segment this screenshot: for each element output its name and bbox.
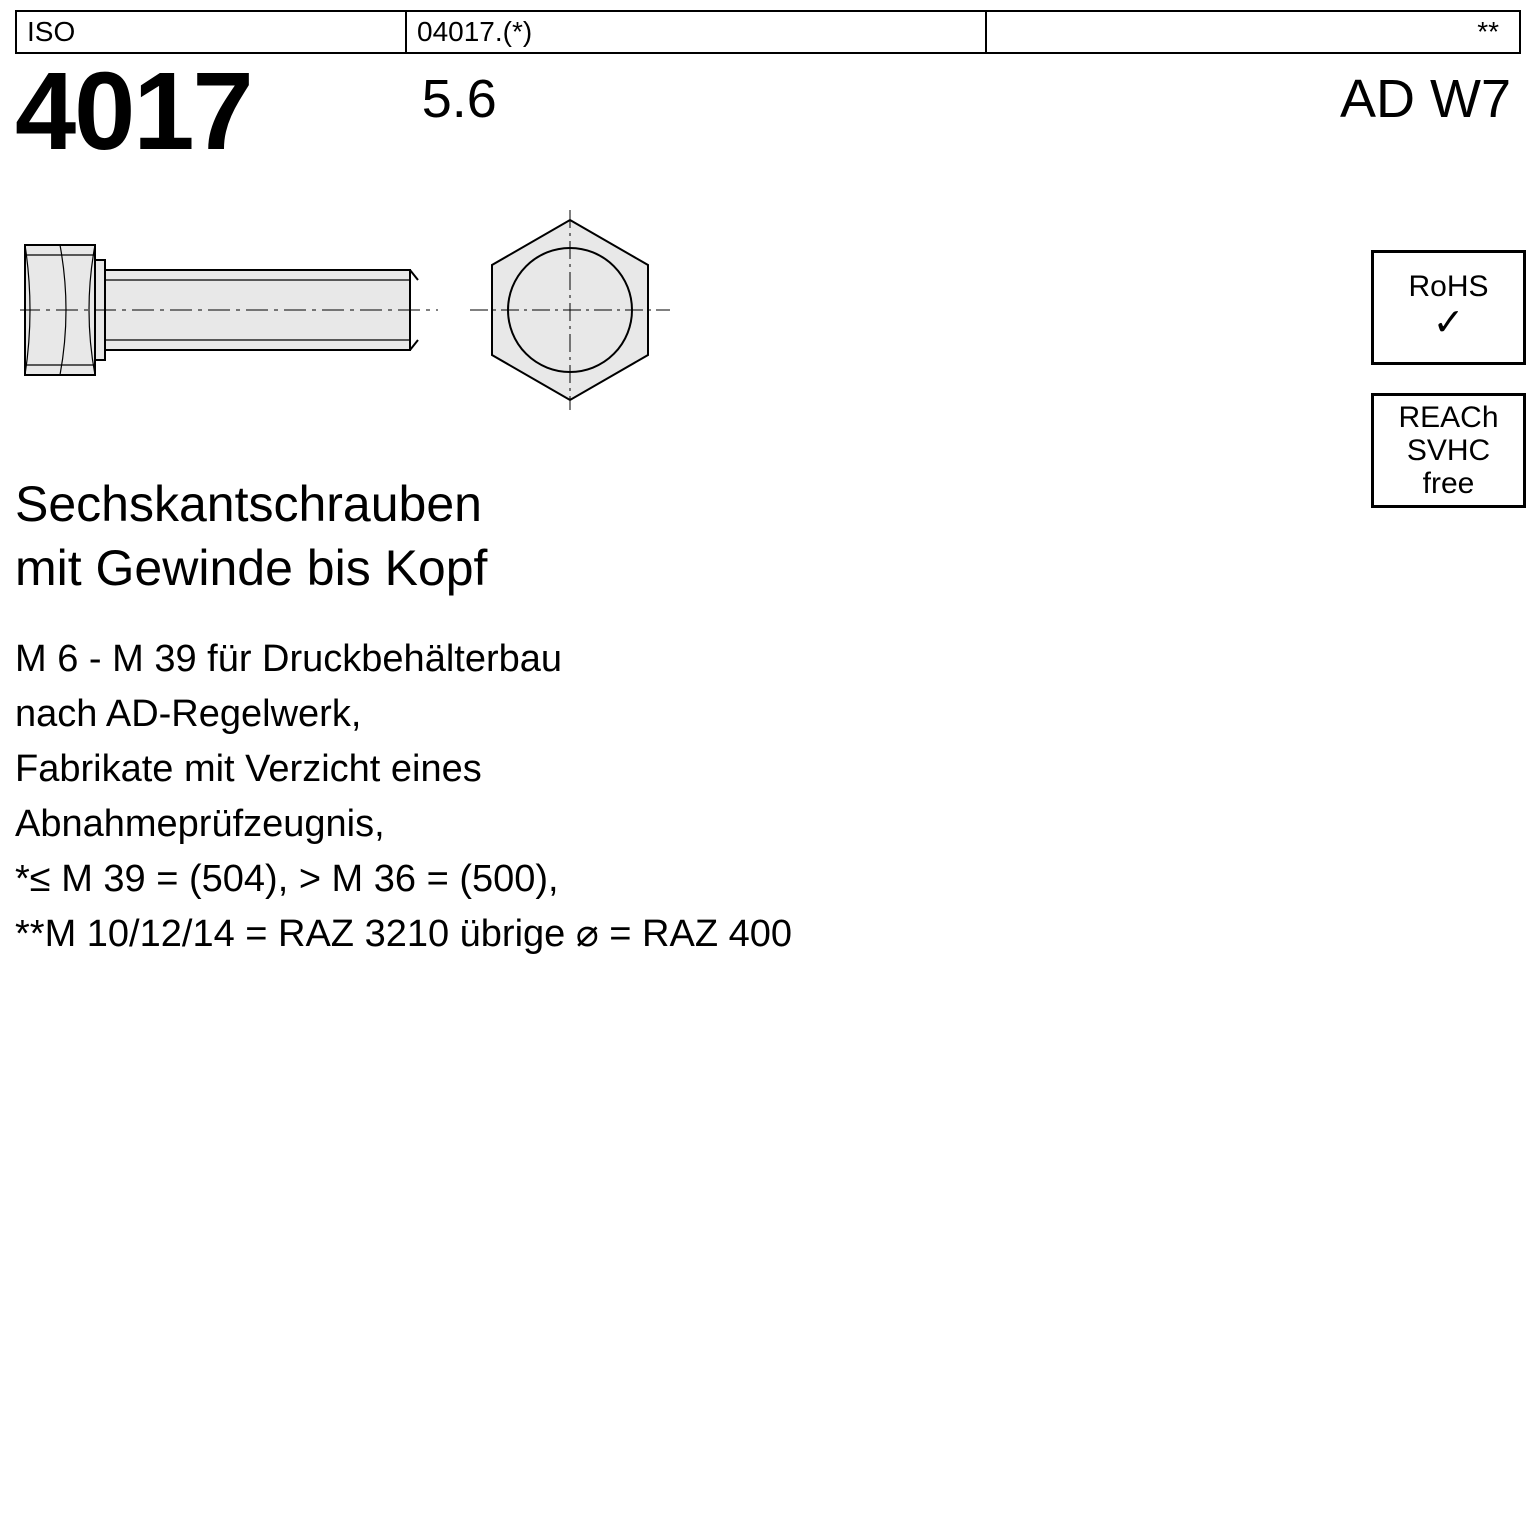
bolt-side-view: [20, 225, 440, 395]
desc-line: M 6 - M 39 für Druckbehälterbau: [15, 632, 915, 687]
header-iso: ISO: [17, 12, 407, 52]
standard-number: 4017: [15, 60, 252, 165]
grade: 5.6: [422, 68, 497, 130]
title-row: 4017 5.6 AD W7: [15, 60, 1521, 165]
header-partnum: 04017.(*): [407, 12, 987, 52]
designation: AD W7: [1340, 68, 1521, 130]
product-title-1: Sechskantschrauben: [15, 475, 1521, 533]
reach-line3: free: [1423, 467, 1475, 500]
diagram-area: [15, 205, 1521, 415]
reach-badge: REACh SVHC free: [1371, 393, 1526, 508]
rohs-badge: RoHS ✓: [1371, 250, 1526, 365]
rohs-label: RoHS: [1408, 270, 1488, 303]
desc-line: **M 10/12/14 = RAZ 3210 übrige ⌀ = RAZ 4…: [15, 907, 915, 962]
desc-line: Fabrikate mit Verzicht eines: [15, 742, 915, 797]
compliance-badges: RoHS ✓ REACh SVHC free: [1371, 250, 1526, 508]
bolt-hex-view: [470, 210, 670, 410]
header-stars: **: [987, 12, 1519, 52]
check-icon: ✓: [1433, 303, 1465, 345]
description-block: M 6 - M 39 für Druckbehälterbau nach AD-…: [15, 632, 915, 963]
reach-line2: SVHC: [1407, 434, 1490, 467]
desc-line: *≤ M 39 = (504), > M 36 = (500),: [15, 852, 915, 907]
desc-line: Abnahmeprüfzeugnis,: [15, 797, 915, 852]
desc-line: nach AD-Regelwerk,: [15, 687, 915, 742]
product-title-2: mit Gewinde bis Kopf: [15, 539, 1521, 597]
header-row: ISO 04017.(*) **: [15, 10, 1521, 54]
reach-line1: REACh: [1398, 401, 1498, 434]
